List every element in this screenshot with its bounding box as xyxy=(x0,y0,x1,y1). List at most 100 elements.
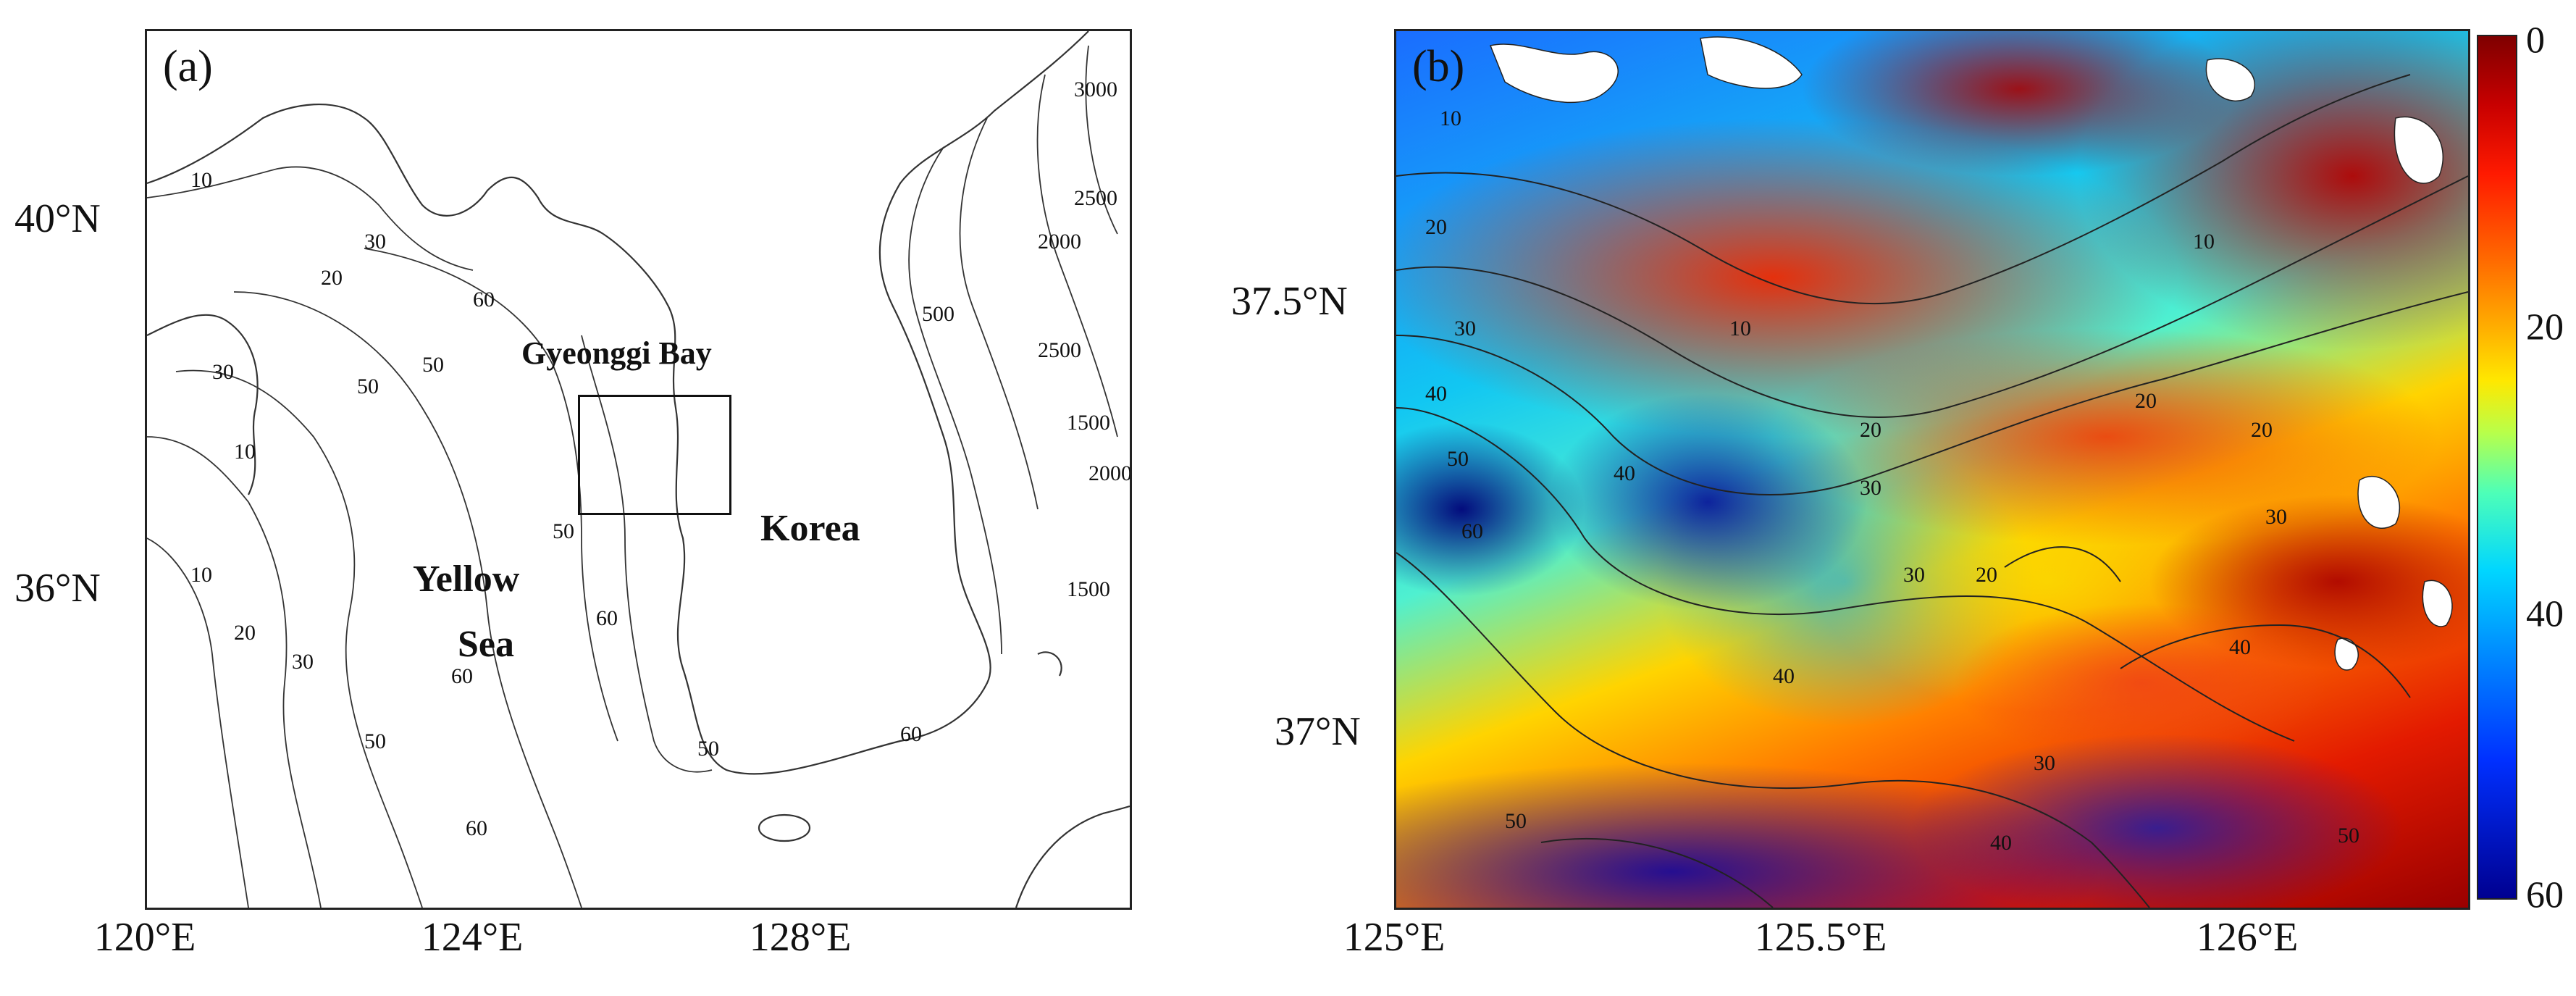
panel-b-x-tick: 125°E xyxy=(1343,915,1446,960)
panel-b-x-tick: 126°E xyxy=(2196,915,2299,960)
contour-60-yellow-sea xyxy=(364,248,618,742)
contour-40 xyxy=(1396,407,2295,742)
contour-label: 10 xyxy=(1440,106,1461,130)
colorbar-tick: 60 xyxy=(2526,874,2564,916)
land-patch xyxy=(2357,475,2401,529)
panel-a-y-tick: 36°N xyxy=(14,566,101,611)
panel-b-contours: 10 20 30 40 50 60 10 20 30 40 20 30 40 5… xyxy=(1396,36,2468,908)
contour-label: 60 xyxy=(473,288,495,311)
contour-label: 40 xyxy=(1773,664,1795,688)
contour-label: 50 xyxy=(357,374,379,398)
contour-label: 2000 xyxy=(1088,461,1130,485)
panel-a-x-tick: 120°E xyxy=(93,915,196,960)
contour-label: 10 xyxy=(190,563,212,587)
contour-label: 20 xyxy=(321,266,343,290)
contour-30 xyxy=(1396,291,2468,495)
contour-label: 50 xyxy=(2338,824,2359,848)
contour-label: 60 xyxy=(596,606,618,630)
contour-label: 20 xyxy=(1860,418,1881,442)
contour-label: 30 xyxy=(292,650,314,674)
contour-500-east xyxy=(908,146,1002,655)
panel-a-contour-label-group: 10 20 30 50 60 10 30 50 60 10 20 30 50 6… xyxy=(190,78,1130,840)
contour-label: 50 xyxy=(553,519,574,543)
label-gyeonggi-bay: Gyeonggi Bay xyxy=(521,335,712,371)
contour-3000-east xyxy=(1085,45,1118,235)
land-patch xyxy=(2394,116,2443,184)
contour-1000-east xyxy=(959,117,1039,510)
colorbar-tick: 20 xyxy=(2526,306,2564,348)
contour-label: 50 xyxy=(422,353,444,377)
panel-b-label: (b) xyxy=(1412,42,1465,91)
contour-10-north xyxy=(147,166,474,271)
contour-2000-east xyxy=(1036,74,1118,438)
panel-b-y-tick: 37.5°N xyxy=(1231,279,1348,324)
land-patch xyxy=(2422,579,2453,627)
contour-label: 40 xyxy=(1990,831,2012,855)
label-yellow: Yellow xyxy=(413,558,520,600)
label-sea: Sea xyxy=(458,624,514,665)
contour-20-west xyxy=(147,436,322,908)
contour-label: 40 xyxy=(1614,461,1635,485)
contour-label: 10 xyxy=(234,440,256,464)
panel-a-coastlines: 10 20 30 50 60 10 30 50 60 10 20 30 50 6… xyxy=(147,31,1130,908)
contour-label: 2500 xyxy=(1038,338,1081,362)
panel-b-depth-map: 10 20 30 40 50 60 10 20 30 40 20 30 40 5… xyxy=(1394,29,2470,910)
colorbar-tick: 40 xyxy=(2526,593,2564,635)
contour-label: 50 xyxy=(1505,809,1527,833)
contour-label: 30 xyxy=(212,360,234,384)
contour-label: 10 xyxy=(190,168,212,192)
land-patch xyxy=(2334,637,2359,671)
panel-a-y-tick: 40°N xyxy=(14,196,101,241)
depth-colorbar xyxy=(2477,35,2517,900)
coastline-liaodong xyxy=(147,103,604,235)
coastline-korea xyxy=(603,31,1089,775)
contour-label: 10 xyxy=(1729,317,1751,340)
contour-label: 30 xyxy=(1454,317,1476,340)
contour-label: 10 xyxy=(2193,230,2215,254)
panel-a-map: 10 20 30 50 60 10 30 50 60 10 20 30 50 6… xyxy=(145,29,1132,910)
contour-label: 1500 xyxy=(1067,577,1110,601)
contour-label: 2500 xyxy=(1074,186,1117,210)
contour-label: 40 xyxy=(2229,635,2251,659)
jeju-island xyxy=(758,813,811,842)
colorbar-tick: 0 xyxy=(2526,20,2545,62)
land-patch xyxy=(1700,36,1803,89)
contour-label: 20 xyxy=(1976,563,1997,587)
contour-label: 20 xyxy=(234,621,256,645)
contour-10-west xyxy=(147,537,249,908)
contour-label: 50 xyxy=(1447,447,1469,471)
contour-label: 50 xyxy=(697,737,719,761)
contour-50-yellow-sea xyxy=(233,291,582,908)
contour-10 xyxy=(1396,74,2411,305)
contour-20 xyxy=(1396,175,2468,418)
contour-label: 60 xyxy=(900,722,922,746)
panel-a-label: (a) xyxy=(163,42,213,91)
panel-a-x-tick: 124°E xyxy=(421,915,524,960)
contour-label: 20 xyxy=(1425,215,1447,239)
contour-label: 60 xyxy=(466,816,487,840)
land-patch xyxy=(2205,58,2256,101)
contour-50 xyxy=(1396,552,2150,908)
panel-a-x-tick: 128°E xyxy=(749,915,852,960)
gyeonggi-bay-study-box xyxy=(578,395,731,515)
land-patch xyxy=(1489,43,1619,104)
island-tsushima xyxy=(1037,651,1062,677)
contour-label: 30 xyxy=(1860,476,1881,500)
label-korea: Korea xyxy=(760,508,860,549)
contour-label: 30 xyxy=(1903,563,1925,587)
contour-30-west xyxy=(175,369,423,908)
contour-label: 500 xyxy=(922,302,955,326)
contour-20-southeast xyxy=(2120,624,2411,698)
contour-30-south xyxy=(2004,546,2121,582)
contour-label: 1500 xyxy=(1067,411,1110,435)
contour-label: 30 xyxy=(2034,751,2055,775)
contour-label: 40 xyxy=(1425,382,1447,406)
coastline-japan xyxy=(1015,805,1130,908)
contour-label: 30 xyxy=(364,230,386,254)
contour-label: 3000 xyxy=(1074,78,1117,101)
contour-label: 60 xyxy=(451,664,473,688)
coastline-shandong xyxy=(147,314,259,495)
contour-label: 2000 xyxy=(1038,230,1081,254)
contour-label: 20 xyxy=(2135,389,2157,413)
panel-b-contour-label-group: 10 20 30 40 50 60 10 20 30 40 20 30 40 5… xyxy=(1425,106,2359,855)
